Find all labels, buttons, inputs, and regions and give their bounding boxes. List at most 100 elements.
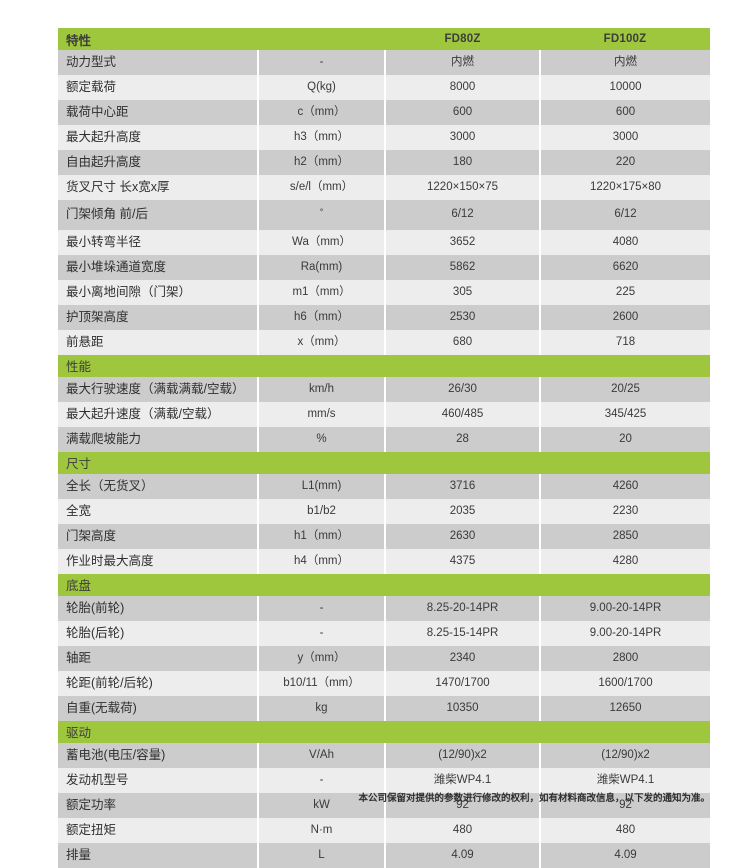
row-unit: - xyxy=(256,595,386,621)
table-row: 额定扭矩 N·m 480 480 xyxy=(58,817,711,843)
section-header-label: 尺寸 xyxy=(58,451,711,474)
header-model-1: FD80Z xyxy=(385,28,541,50)
row-label: 最大起升速度（满载/空载） xyxy=(58,401,258,427)
row-label: 轮距(前轮/后轮) xyxy=(58,670,258,696)
row-value-model-2: 20/25 xyxy=(539,376,711,402)
row-value-model-1: 2630 xyxy=(384,523,541,549)
row-value-model-1: 10350 xyxy=(384,695,541,721)
row-value-model-1: 180 xyxy=(384,150,541,175)
row-value-model-1: 8.25-20-14PR xyxy=(384,595,541,621)
section-header-row: 尺寸 xyxy=(58,451,711,474)
row-value-model-2: 600 xyxy=(539,100,711,125)
row-unit: - xyxy=(256,50,386,75)
table-row: 最小转弯半径 Wa（mm） 3652 4080 xyxy=(58,229,711,255)
row-value-model-2: 2600 xyxy=(539,304,711,330)
table-row: 前悬距 x（mm） 680 718 xyxy=(58,329,711,355)
row-value-model-1: 28 xyxy=(384,426,541,452)
row-value-model-1: 2340 xyxy=(384,645,541,671)
table-row: 最大起升速度（满载/空载） mm/s 460/485 345/425 xyxy=(58,401,711,427)
row-value-model-2: 6/12 xyxy=(539,200,711,230)
row-unit: c（mm） xyxy=(256,100,386,125)
section-header-label: 性能 xyxy=(58,354,711,377)
table-row: 门架倾角 前/后 ° 6/12 6/12 xyxy=(58,200,711,230)
row-value-model-1: 3652 xyxy=(384,229,541,255)
row-value-model-2: 12650 xyxy=(539,695,711,721)
row-value-model-1: 305 xyxy=(384,279,541,305)
row-unit: Wa（mm） xyxy=(256,229,386,255)
row-value-model-1: 4375 xyxy=(384,548,541,574)
row-unit: Ra(mm) xyxy=(256,254,386,280)
row-unit: h1（mm） xyxy=(256,523,386,549)
row-label: 额定功率 xyxy=(58,792,258,818)
table-row: 轮胎(后轮) -8.25-15-14PR 9.00-20-14PR xyxy=(58,620,711,646)
row-unit: L xyxy=(256,842,386,868)
row-value-model-2: 1220×175×80 xyxy=(539,175,711,200)
row-value-model-2: 718 xyxy=(539,329,711,355)
row-label: 最大行驶速度（满载满载/空载） xyxy=(58,376,258,402)
table-row: 轮胎(前轮) -8.25-20-14PR 9.00-20-14PR xyxy=(58,595,711,621)
footnote-disclaimer: 本公司保留对提供的参数进行修改的权利，如有材料商改信息，以下发的通知为准。 xyxy=(358,793,710,804)
row-unit: h2（mm） xyxy=(256,150,386,175)
row-value-model-1: 8.25-15-14PR xyxy=(384,620,541,646)
row-value-model-2: 6620 xyxy=(539,254,711,280)
row-label: 轴距 xyxy=(58,645,258,671)
row-value-model-1: 1220×150×75 xyxy=(384,175,541,200)
table-row: 轴距 y（mm） 2340 2800 xyxy=(58,645,711,671)
row-label: 载荷中心距 xyxy=(58,100,258,125)
row-unit: x（mm） xyxy=(256,329,386,355)
row-value-model-1: 潍柴WP4.1 xyxy=(384,767,541,793)
row-value-model-1: 8000 xyxy=(384,75,541,100)
row-unit: s/e/l（mm） xyxy=(256,175,386,200)
row-unit: y（mm） xyxy=(256,645,386,671)
table-header-row: 特性 FD80Z FD100Z xyxy=(58,28,711,50)
table-row: 发动机型号 - 潍柴WP4.1 潍柴WP4.1 xyxy=(58,767,711,793)
row-label: 全宽 xyxy=(58,498,258,524)
row-unit: N·m xyxy=(256,817,386,843)
row-value-model-2: 345/425 xyxy=(539,401,711,427)
row-unit: h4（mm） xyxy=(256,548,386,574)
row-value-model-2: 2850 xyxy=(539,523,711,549)
row-label: 门架倾角 前/后 xyxy=(58,200,258,230)
row-label: 额定载荷 xyxy=(58,75,258,100)
table-row: 自由起升高度 h2（mm） 180 220 xyxy=(58,150,711,175)
row-value-model-1: (12/90)x2 xyxy=(384,742,541,768)
row-value-model-1: 2530 xyxy=(384,304,541,330)
row-unit: kg xyxy=(256,695,386,721)
table-row: 作业时最大高度 h4（mm） 4375 4280 xyxy=(58,548,711,574)
section-header-row: 性能 xyxy=(58,354,711,377)
row-value-model-2: 潍柴WP4.1 xyxy=(539,767,711,793)
row-unit: - xyxy=(256,767,386,793)
row-value-model-1: 内燃 xyxy=(384,50,541,75)
table-row: 满载爬坡能力% 28 20 xyxy=(58,426,711,452)
header-model-2: FD100Z xyxy=(540,28,711,50)
row-unit: km/h xyxy=(256,376,386,402)
table-row: 货叉尺寸 长x宽x厚 s/e/l（mm） 1220×150×75 1220×175×8… xyxy=(58,175,711,200)
row-value-model-2: 4.09 xyxy=(539,842,711,868)
row-value-model-1: 6/12 xyxy=(384,200,541,230)
row-value-model-2: 2800 xyxy=(539,645,711,671)
row-label: 最小转弯半径 xyxy=(58,229,258,255)
table-row: 最大行驶速度（满载满载/空载） km/h 26/30 20/25 xyxy=(58,376,711,402)
row-value-model-1: 600 xyxy=(384,100,541,125)
row-label: 自由起升高度 xyxy=(58,150,258,175)
row-label: 全长（无货叉） xyxy=(58,473,258,499)
row-label: 蓄电池(电压/容量) xyxy=(58,742,258,768)
row-label: 排量 xyxy=(58,842,258,868)
table-row: 门架高度 h1（mm） 2630 2850 xyxy=(58,523,711,549)
table-row: 全宽 b1/b2 2035 2230 xyxy=(58,498,711,524)
row-unit: b1/b2 xyxy=(256,498,386,524)
row-value-model-2: 4260 xyxy=(539,473,711,499)
row-value-model-1: 2035 xyxy=(384,498,541,524)
table-row: 最小离地间隙（门架） m1（mm） 305 225 xyxy=(58,279,711,305)
row-value-model-2: 内燃 xyxy=(539,50,711,75)
row-value-model-2: 2230 xyxy=(539,498,711,524)
row-unit: b10/11（mm） xyxy=(256,670,386,696)
table-row: 全长（无货叉） L1(mm) 3716 4260 xyxy=(58,473,711,499)
section-header-label: 底盘 xyxy=(58,573,711,596)
row-value-model-1: 3000 xyxy=(384,125,541,150)
row-value-model-1: 460/485 xyxy=(384,401,541,427)
row-value-model-2: 9.00-20-14PR xyxy=(539,620,711,646)
row-value-model-1: 3716 xyxy=(384,473,541,499)
section-header-row: 底盘 xyxy=(58,573,711,596)
row-value-model-1: 680 xyxy=(384,329,541,355)
